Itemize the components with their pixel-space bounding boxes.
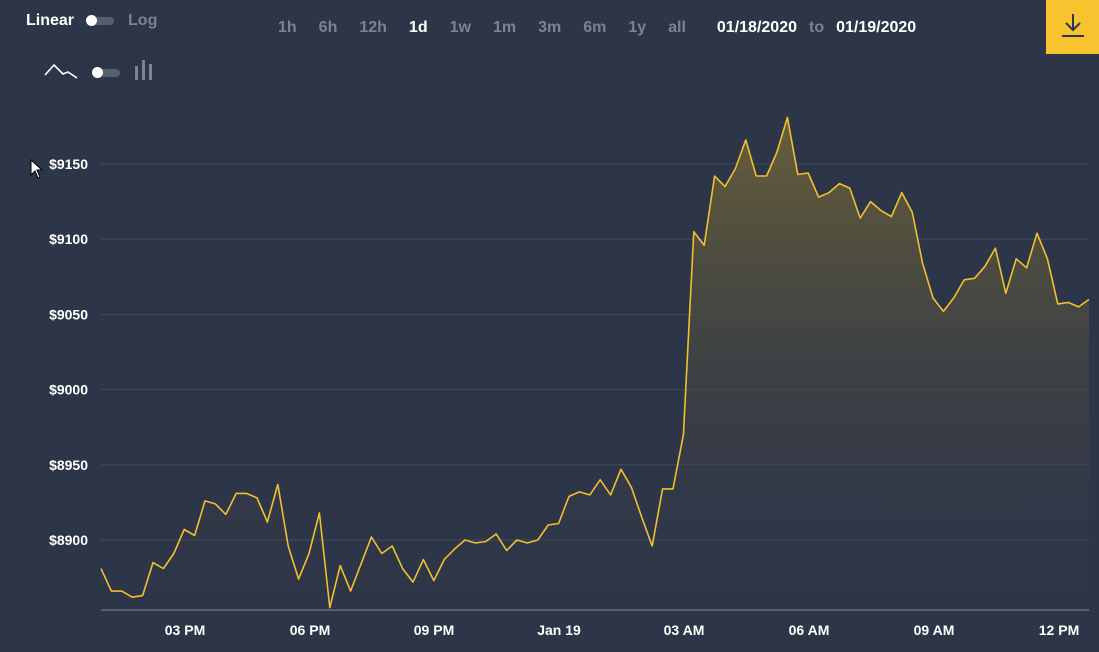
mouse-cursor-icon	[30, 158, 44, 184]
candlestick-icon[interactable]	[134, 58, 156, 87]
range-button-1d[interactable]: 1d	[408, 19, 428, 36]
time-range-selector: 1h 6h 12h 1d 1w 1m 3m 6m 1y all 01/18/2020 to 01/…	[278, 19, 916, 37]
y-tick-label: $9100	[49, 231, 88, 247]
x-tick-label: 09 AM	[914, 622, 955, 638]
date-to[interactable]: 01/19/2020	[836, 19, 917, 36]
x-tick-label: 06 PM	[290, 622, 330, 638]
scale-log-label[interactable]: Log	[128, 12, 158, 29]
x-tick-label: 06 AM	[789, 622, 830, 638]
y-tick-label: $9150	[49, 156, 88, 172]
range-button-1h[interactable]: 1h	[278, 19, 297, 36]
chart-type-switch[interactable]	[92, 66, 120, 78]
y-tick-label: $9050	[49, 306, 88, 322]
x-tick-label: Jan 19	[537, 622, 581, 638]
range-button-1w[interactable]: 1w	[449, 19, 471, 36]
chart-type-toggle[interactable]	[44, 58, 156, 87]
time-range-list: 1h 6h 12h 1d 1w 1m 3m 6m 1y all	[278, 19, 686, 37]
x-tick-label: 03 PM	[165, 622, 205, 638]
x-tick-label: 09 PM	[414, 622, 454, 638]
y-tick-label: $8900	[49, 532, 88, 548]
chart-type-switch-knob[interactable]	[92, 66, 103, 78]
date-from[interactable]: 01/18/2020	[716, 19, 797, 36]
range-button-3m[interactable]: 3m	[538, 19, 562, 36]
x-axis: 03 PM 06 PM 09 PM Jan 19 03 AM 06 AM 09 AM 12 P…	[165, 622, 1079, 638]
scale-toggle[interactable]: Linear Log	[26, 12, 157, 30]
scale-switch[interactable]	[86, 15, 115, 26]
range-button-12h[interactable]: 12h	[359, 19, 387, 36]
y-tick-label: $9000	[49, 382, 88, 398]
range-button-6h[interactable]: 6h	[318, 19, 338, 36]
range-button-1m[interactable]: 1m	[492, 19, 517, 36]
chart-area	[100, 116, 1090, 611]
scale-switch-knob[interactable]	[86, 15, 98, 26]
y-tick-label: $8950	[49, 457, 88, 473]
download-icon	[1059, 11, 1087, 44]
range-button-all[interactable]: all	[668, 19, 686, 36]
download-button[interactable]	[1046, 0, 1099, 54]
y-axis: $8900 $8950 $9000 $9050 $9100 $9150	[49, 156, 88, 548]
series-line	[100, 116, 1090, 609]
range-button-6m[interactable]: 6m	[583, 19, 607, 36]
line-chart-icon[interactable]	[44, 60, 78, 85]
chart-toolbar: Linear Log 1h 6h 12h 1d 1w 1m 3m 6m 1y all 01/18/…	[0, 0, 1099, 110]
date-separator: to	[808, 19, 825, 36]
x-tick-label: 12 PM	[1039, 622, 1079, 638]
scale-linear-label[interactable]: Linear	[26, 12, 75, 29]
x-tick-label: 03 AM	[664, 622, 705, 638]
series-area-fill	[101, 117, 1089, 611]
range-button-1y[interactable]: 1y	[628, 19, 647, 36]
